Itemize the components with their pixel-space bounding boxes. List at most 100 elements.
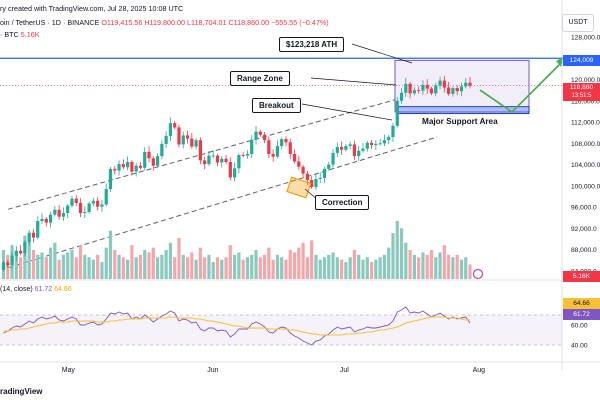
- symbol-header[interactable]: oin / TetherUS · 1D · BINANCE O119,415.5…: [0, 18, 329, 27]
- y-tick-label: 116,000.0: [571, 98, 600, 105]
- candle-body: [331, 152, 335, 165]
- rsi-tick-label: 40.00: [571, 343, 588, 350]
- ohlc-open: O119,415.56: [101, 18, 143, 27]
- volume-bar: [224, 257, 228, 279]
- candle-body: [194, 140, 198, 147]
- rsi-line: [3, 306, 471, 346]
- candle-body: [66, 205, 70, 214]
- volume-bar: [108, 230, 113, 279]
- candle-body: [190, 138, 194, 147]
- candle-body: [57, 209, 61, 217]
- candle-body: [348, 144, 352, 147]
- candle-body: [78, 202, 83, 214]
- candle-body: [271, 154, 275, 157]
- candle-body: [434, 85, 438, 94]
- tradingview-logo: radingView: [0, 387, 43, 396]
- rsi-header[interactable]: (14, close) 61.72 64.66: [0, 286, 72, 293]
- volume-bar: [292, 252, 297, 279]
- ath-connector: [351, 43, 413, 64]
- volume-bar: [417, 257, 421, 279]
- candle-body: [96, 200, 100, 207]
- candle-body: [301, 166, 305, 174]
- volume-bar: [27, 240, 31, 279]
- candle-body: [91, 200, 95, 204]
- rsi-value: 61.72: [34, 286, 53, 293]
- volume-bar: [429, 250, 434, 279]
- volume-bar: [340, 259, 344, 279]
- volume-bar: [322, 257, 327, 279]
- candle-body: [61, 213, 66, 217]
- volume-bar: [74, 257, 78, 279]
- candle-body: [404, 83, 408, 93]
- volume-header[interactable]: · BTC 5.16K: [0, 30, 40, 39]
- y-tick-label: 92,000.0: [571, 226, 597, 233]
- volume-bar: [258, 257, 262, 279]
- volume-bar: [374, 259, 378, 279]
- candle-body: [245, 154, 250, 156]
- candle-body: [117, 164, 121, 171]
- candle-body: [207, 155, 211, 165]
- x-tick-label: Jun: [207, 367, 218, 374]
- volume-bar: [164, 250, 168, 279]
- candle-body: [130, 161, 134, 172]
- candle-body: [254, 131, 258, 140]
- volume-bar: [314, 254, 318, 279]
- volume-bar: [275, 254, 280, 279]
- candle-body: [387, 136, 391, 141]
- volume-bar: [194, 259, 198, 279]
- y-tick-label: 96,000.0: [571, 205, 597, 212]
- candle-body: [267, 140, 271, 154]
- volume-bar: [19, 257, 23, 279]
- candle-body: [352, 144, 357, 157]
- volume-bar: [357, 254, 361, 279]
- volume-label: · BTC: [0, 30, 19, 39]
- candle-body: [305, 173, 309, 181]
- volume-bar: [173, 257, 177, 279]
- projection-arrow: [479, 61, 563, 114]
- candle-body: [100, 204, 104, 207]
- candle-body: [262, 134, 267, 141]
- candle-body: [108, 168, 113, 190]
- candle-body: [292, 154, 297, 162]
- volume-bar: [348, 257, 352, 279]
- volume-bar: [442, 245, 446, 279]
- range-zone-box: [394, 59, 530, 113]
- candle-body: [1, 262, 6, 270]
- candle-body: [168, 123, 173, 136]
- candle-body: [421, 84, 425, 91]
- rsi-ma-line: [3, 316, 470, 336]
- volume-bar: [66, 252, 70, 279]
- candle-body: [369, 142, 374, 145]
- volume-bar: [87, 257, 91, 279]
- volume-bar: [468, 264, 472, 279]
- rsi-badge: 61.72: [563, 309, 600, 320]
- rsi-band: [0, 315, 562, 345]
- volume-bar: [117, 254, 121, 279]
- candle-body: [228, 161, 232, 178]
- volume-bar: [40, 252, 44, 279]
- candle-body: [340, 147, 344, 150]
- ohlc-close: C118,860.00: [228, 18, 270, 27]
- candle-body: [417, 90, 421, 91]
- volume-bar: [404, 242, 408, 279]
- candle-body: [74, 198, 78, 203]
- alert-icon: [472, 268, 484, 280]
- candle-body: [344, 146, 348, 150]
- volume-bar: [250, 254, 254, 279]
- rsi-params: (14, close): [0, 286, 33, 293]
- candle-body: [395, 100, 399, 126]
- volume-badge: 5.16K: [563, 271, 600, 282]
- volume-bar: [378, 257, 382, 279]
- currency-button[interactable]: USDT: [562, 14, 594, 32]
- volume-bar: [438, 252, 442, 279]
- rsi-ma-badge: 64.66: [563, 298, 600, 309]
- y-tick-label: 108,000.0: [571, 141, 600, 148]
- volume-bar: [104, 247, 108, 279]
- breakout-callout: Breakout: [252, 98, 301, 113]
- candle-body: [374, 143, 378, 145]
- volume-bar: [352, 250, 357, 279]
- candle-body: [310, 180, 314, 187]
- candle-body: [237, 155, 241, 169]
- candle-body: [275, 146, 280, 157]
- volume-bar: [211, 262, 215, 279]
